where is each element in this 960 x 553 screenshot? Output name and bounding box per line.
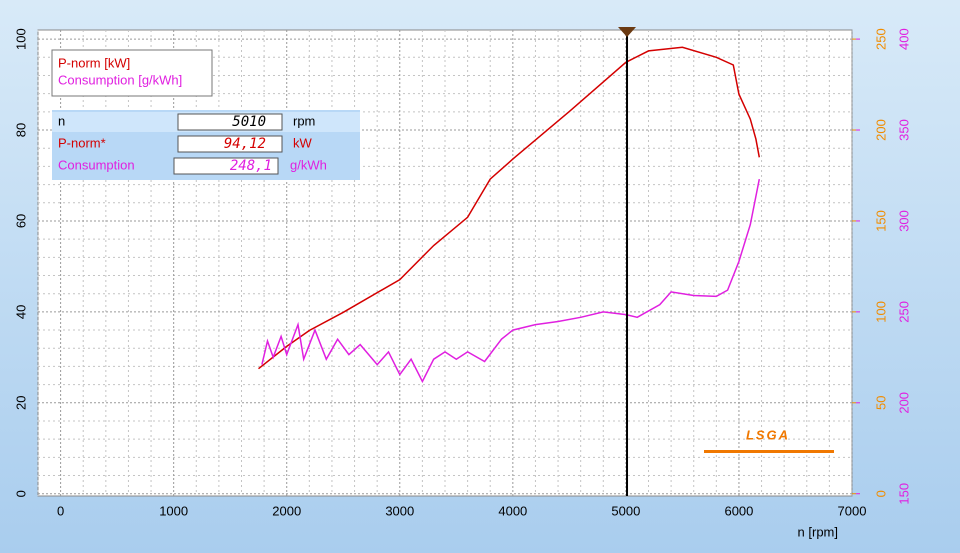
data-line [258,46,761,370]
readout-unit: kW [293,135,313,150]
y2-tick-label: 50 [873,396,888,410]
legend [51,49,213,97]
y3-tick-label: 300 [896,210,911,232]
readout-label: P-norm* [58,135,106,150]
y2-tick-label: 250 [873,28,888,50]
x-tick-label: 3000 [385,503,414,518]
logo-stripe [704,450,834,453]
y-tick-label: 40 [13,305,28,319]
y3-tick-label: 350 [896,119,911,141]
y3-tick-label: 150 [896,483,911,505]
x-tick-label: 4000 [498,503,527,518]
y-tick-label: 100 [13,28,28,50]
readout-value: 248,1 [230,158,272,174]
y-tick-label: 0 [13,490,28,497]
y2-tick-label: 0 [873,490,888,497]
data-line [261,178,761,384]
y2-tick-label: 150 [873,210,888,232]
x-tick-label: 7000 [838,503,867,518]
x-tick-label: 5000 [611,503,640,518]
x-tick-label: 2000 [272,503,301,518]
readout-box [177,135,283,153]
logo: LSGA [746,427,790,442]
x-tick-label: 6000 [724,503,753,518]
y-tick-label: 60 [13,214,28,228]
cursor-handle [618,27,637,37]
y3-tick-label: 400 [896,28,911,50]
x-axis-label: n [rpm] [798,524,838,539]
readout-value: 94,12 [224,136,266,152]
readout-unit: g/kWh [290,157,327,172]
x-tick-label: 0 [57,503,64,518]
readout-box [173,157,279,175]
legend-entry: Consumption [g/kWh] [58,72,182,87]
readout-box [177,113,283,131]
y2-tick-label: 200 [873,119,888,141]
y2-tick-label: 100 [873,301,888,323]
y-tick-label: 20 [13,396,28,410]
readout-label: Consumption [58,157,135,172]
y3-tick-label: 250 [896,301,911,323]
y3-tick-label: 200 [896,392,911,414]
y-tick-label: 80 [13,123,28,137]
x-tick-label: 1000 [159,503,188,518]
readout-label: n [58,113,65,128]
legend-entry: P-norm [kW] [58,55,130,70]
readout-value: 5010 [232,114,266,130]
readout-unit: rpm [293,113,315,128]
